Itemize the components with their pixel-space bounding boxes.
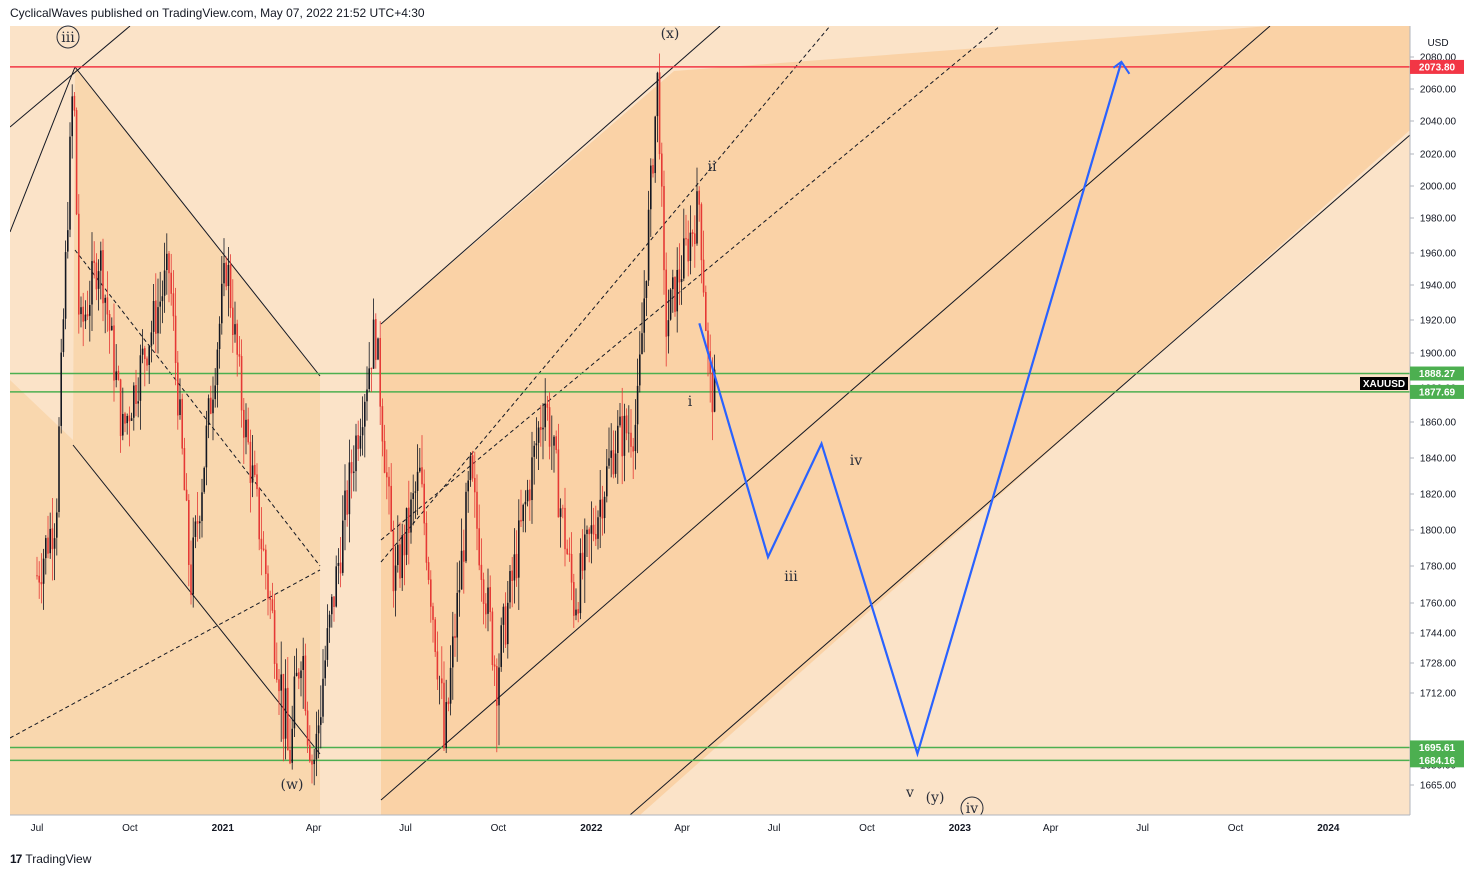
median-line: [380, 26, 1001, 541]
time-tick-label: Apr: [1043, 823, 1059, 834]
price-tick-label: 1900.00: [1420, 349, 1457, 360]
price-tag: [1410, 59, 1464, 74]
time-tick-label: Oct: [491, 823, 507, 834]
time-tick-label: Oct: [122, 823, 138, 834]
price-tag: [1410, 366, 1464, 381]
channel-line: [629, 134, 1410, 815]
price-tick-label: 1780.00: [1420, 562, 1457, 573]
wave-label: i: [688, 394, 693, 410]
median-line: [380, 26, 831, 563]
price-tag: [1410, 740, 1464, 755]
price-tick-label: 1920.00: [1420, 316, 1457, 327]
price-tick-label: 2080.00: [1420, 53, 1457, 64]
time-tick-label: Jul: [768, 823, 781, 834]
time-tick-label: Jul: [1136, 823, 1149, 834]
time-tick-label: 2024: [1317, 823, 1340, 834]
price-tag: [1410, 753, 1464, 768]
tradingview-logo-icon: 17: [10, 852, 22, 866]
median-line: [74, 249, 321, 567]
symbol-tag: XAUUSD: [1360, 377, 1408, 390]
currency-label: USD: [1427, 38, 1448, 49]
time-tick-label: Apr: [674, 823, 690, 834]
time-tick-label: Jul: [399, 823, 412, 834]
price-tag-label: 1877.69: [1419, 387, 1456, 398]
time-tick-label: 2022: [580, 823, 603, 834]
channel-line: [74, 66, 321, 377]
channel-line: [10, 26, 131, 128]
price-tick-label: 1712.00: [1420, 689, 1457, 700]
price-tick-label: 1940.00: [1420, 281, 1457, 292]
time-tick-label: Apr: [306, 823, 322, 834]
price-tag-label: 1684.16: [1419, 756, 1456, 767]
time-tick-label: Jul: [31, 823, 44, 834]
wave-label: iv: [850, 453, 862, 469]
price-tick-label: 1728.00: [1420, 659, 1457, 670]
channel-line: [380, 26, 721, 325]
lower-band-fill: [640, 135, 1410, 815]
price-tick-label: 2040.00: [1420, 117, 1457, 128]
time-tick-label: 2021: [212, 823, 235, 834]
wave-label: (w): [281, 777, 304, 793]
projection-line: [698, 61, 1123, 758]
projection-path: [698, 60, 1131, 758]
price-tag-label: 2073.80: [1419, 62, 1456, 73]
wave-label: (y): [926, 790, 945, 806]
wave-label: iii: [784, 569, 798, 585]
trend-lines: [10, 26, 1410, 815]
price-tag: [1410, 384, 1464, 399]
price-tag-label: 1695.61: [1419, 743, 1456, 754]
median-line: [10, 569, 321, 739]
price-tick-label: 1860.00: [1420, 418, 1457, 429]
price-tick-label: 2060.00: [1420, 85, 1457, 96]
wave-label-circle: [56, 25, 80, 49]
wave-label: iv: [966, 801, 978, 817]
channel-line: [10, 66, 76, 233]
tradingview-brand[interactable]: 17 TradingView: [10, 851, 91, 867]
price-tick-label: 1744.00: [1420, 629, 1457, 640]
wave-label: v: [905, 785, 914, 801]
candles: [36, 53, 716, 786]
price-tick-label: 1960.00: [1420, 249, 1457, 260]
price-tick-label: 1980.00: [1420, 214, 1457, 225]
price-tick-label: 1665.00: [1420, 781, 1457, 792]
wave-label: iii: [61, 30, 75, 46]
price-tick-label: 2020.00: [1420, 150, 1457, 161]
wave-label: ii: [708, 159, 717, 175]
price-tags: 2073.80 1888.27 1877.69 1695.61 1684.16: [1410, 59, 1464, 768]
price-tick-label: 1800.00: [1420, 526, 1457, 537]
time-tick-label: 2023: [949, 823, 972, 834]
price-tick-label: 1840.00: [1420, 454, 1457, 465]
price-tick-label: 2000.00: [1420, 182, 1457, 193]
price-axis[interactable]: USD 1665.001680.001696.001712.001728.001…: [1409, 26, 1468, 841]
channel-shading: [10, 26, 1410, 815]
price-tag-label: 1888.27: [1419, 369, 1456, 380]
ascending-channel-fill: [381, 26, 1410, 815]
time-tick-label: Oct: [859, 823, 875, 834]
publisher-header: CyclicalWaves published on TradingView.c…: [10, 6, 425, 20]
time-axis[interactable]: Jul Oct 2021 Apr Jul Oct 2022 Apr Jul Oct 2023 Apr J…: [10, 814, 1410, 841]
price-tick-label: 1820.00: [1420, 490, 1457, 501]
projection-arrowhead: [1112, 60, 1131, 75]
time-tick-label: Oct: [1228, 823, 1244, 834]
price-tick-label: 1760.00: [1420, 599, 1457, 610]
wave-label: (x): [661, 26, 680, 42]
symbol-label: XAUUSD: [1363, 379, 1405, 390]
brand-name: TradingView: [25, 852, 92, 866]
channel-line: [380, 26, 1271, 801]
descending-channel-fill: [10, 67, 320, 815]
